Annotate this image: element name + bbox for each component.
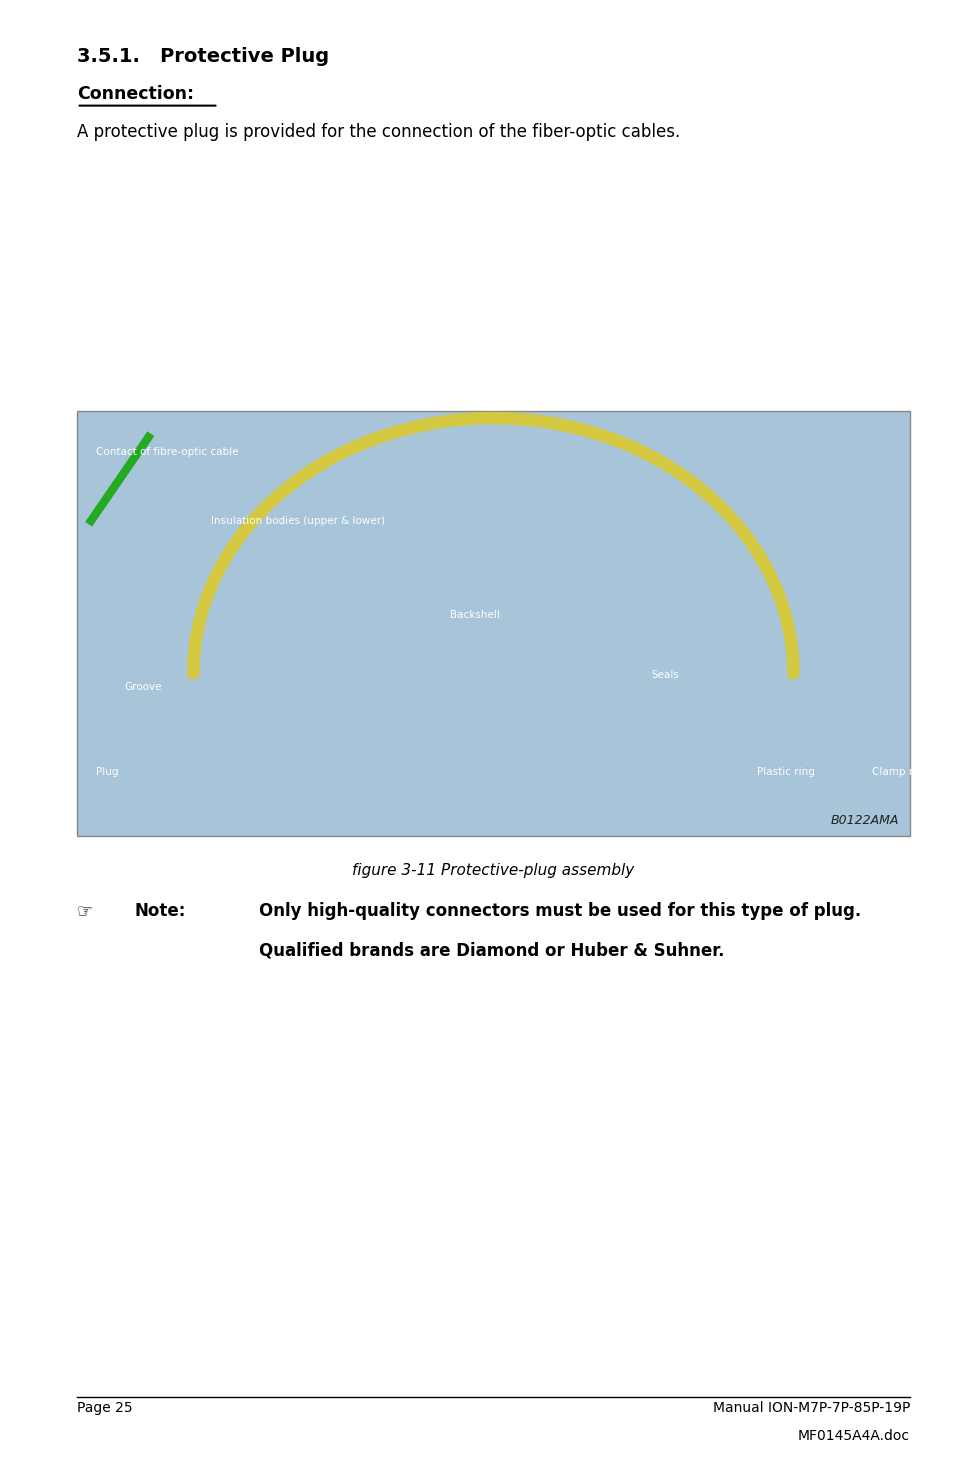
Text: figure 3-11 Protective-plug assembly: figure 3-11 Protective-plug assembly: [353, 863, 634, 877]
Text: Clamp ring: Clamp ring: [872, 767, 929, 778]
Text: A protective plug is provided for the connection of the fiber-optic cables.: A protective plug is provided for the co…: [77, 123, 680, 141]
Text: Groove: Groove: [125, 682, 162, 692]
Text: ☞: ☞: [77, 902, 93, 920]
Text: Seals: Seals: [651, 669, 679, 679]
FancyBboxPatch shape: [77, 411, 910, 836]
Text: B0122AMA: B0122AMA: [831, 814, 899, 827]
Text: Manual ION-M7P-7P-85P-19P: Manual ION-M7P-7P-85P-19P: [713, 1401, 910, 1416]
Text: MF0145A4A.doc: MF0145A4A.doc: [798, 1429, 910, 1444]
Text: Note:: Note:: [134, 902, 186, 920]
Text: Qualified brands are Diamond or Huber & Suhner.: Qualified brands are Diamond or Huber & …: [259, 942, 724, 959]
Text: Plastic ring: Plastic ring: [757, 767, 814, 778]
Text: Page 25: Page 25: [77, 1401, 132, 1416]
Text: Insulation bodies (upper & lower): Insulation bodies (upper & lower): [211, 516, 385, 525]
Text: Plug: Plug: [96, 767, 118, 778]
Text: Connection:: Connection:: [77, 85, 194, 103]
Text: 3.5.1.   Protective Plug: 3.5.1. Protective Plug: [77, 47, 329, 66]
Text: Contact of fibre-optic cable: Contact of fibre-optic cable: [96, 447, 239, 456]
Text: Backshell: Backshell: [450, 610, 500, 621]
Text: Only high-quality connectors must be used for this type of plug.: Only high-quality connectors must be use…: [259, 902, 861, 920]
